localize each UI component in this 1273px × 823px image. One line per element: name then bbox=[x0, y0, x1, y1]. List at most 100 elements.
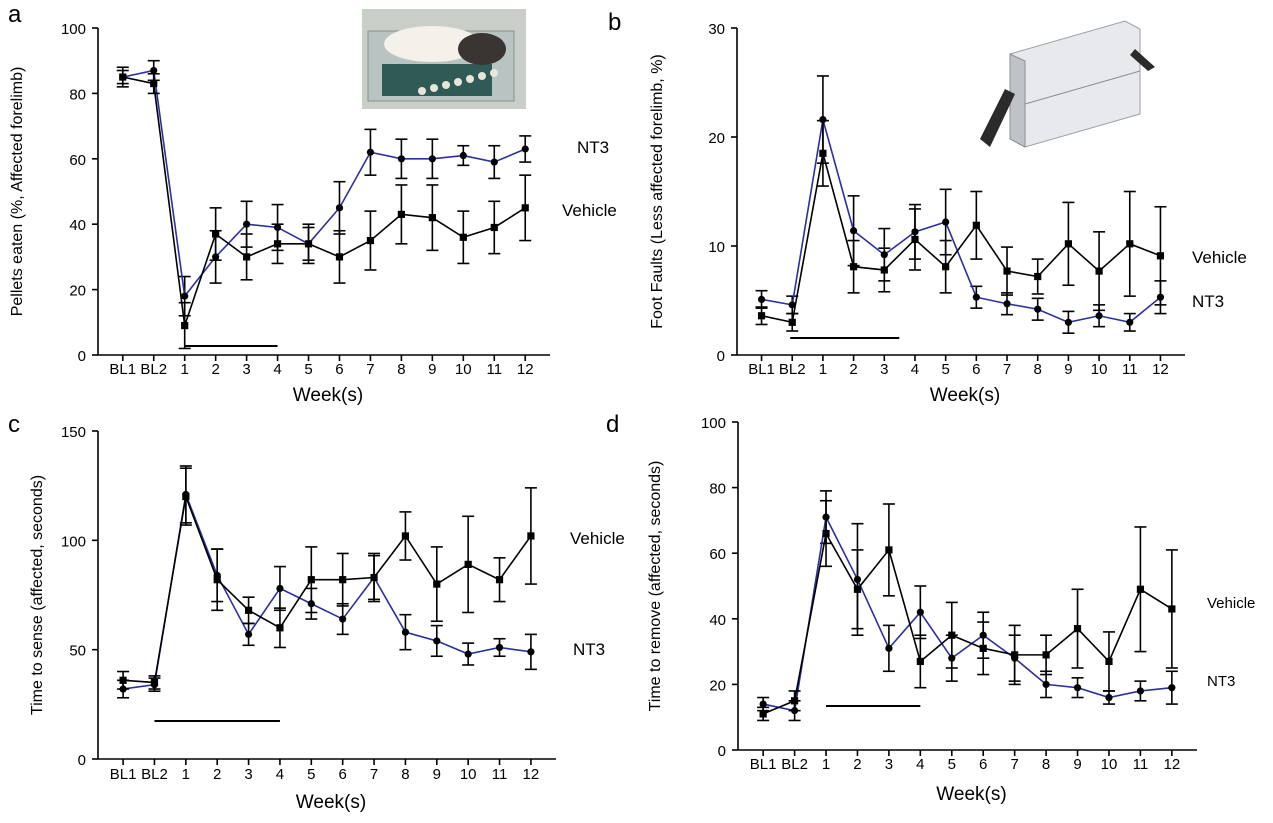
data-point bbox=[885, 644, 893, 652]
data-point bbox=[401, 628, 410, 636]
data-point bbox=[1073, 684, 1082, 692]
y-axis-label: Pellets eaten (%, Affected forelimb) bbox=[9, 67, 26, 317]
data-point bbox=[243, 253, 251, 261]
data-point bbox=[788, 318, 796, 326]
data-point bbox=[972, 221, 980, 229]
series-line bbox=[761, 119, 1161, 324]
pellet bbox=[490, 69, 498, 77]
data-point bbox=[850, 227, 858, 235]
x-tick-label: 4 bbox=[916, 756, 924, 773]
y-axis-label: Time to remove (affected, seconds) bbox=[647, 461, 664, 712]
data-point bbox=[370, 573, 378, 582]
y-tick-label: 100 bbox=[61, 533, 86, 550]
data-point bbox=[459, 233, 467, 241]
x-tick-label: 5 bbox=[307, 766, 315, 783]
y-axis-label: Foot Faults (Less affected forelimb, %) bbox=[649, 54, 666, 328]
data-point bbox=[1156, 252, 1165, 260]
data-point bbox=[181, 292, 189, 300]
y-tick-label: 0 bbox=[717, 348, 725, 365]
series-vehicle: Vehicle bbox=[757, 499, 1255, 722]
series-line bbox=[762, 531, 1173, 715]
y-tick-label: 30 bbox=[708, 21, 725, 38]
inset-apparatus-render bbox=[970, 9, 1160, 154]
data-point bbox=[1105, 657, 1113, 666]
data-point bbox=[1136, 585, 1145, 593]
x-tick-label: 2 bbox=[213, 766, 221, 783]
series-label: Vehicle bbox=[1192, 248, 1247, 267]
panel-letter: a bbox=[8, 1, 22, 28]
series-label: NT3 bbox=[1192, 292, 1224, 311]
data-point bbox=[1126, 318, 1134, 326]
y-tick-label: 60 bbox=[709, 546, 726, 563]
data-point bbox=[495, 576, 504, 584]
pellet bbox=[466, 75, 474, 83]
series-nt3: NT3 bbox=[755, 75, 1224, 335]
data-point bbox=[307, 576, 315, 584]
x-tick-label: 5 bbox=[941, 361, 949, 378]
x-tick-label: 11 bbox=[492, 766, 508, 783]
data-point bbox=[521, 145, 529, 153]
x-tick-label: 4 bbox=[911, 361, 919, 378]
data-point bbox=[335, 204, 344, 212]
data-point bbox=[942, 263, 950, 271]
x-tick-label: 2 bbox=[849, 361, 857, 378]
data-point bbox=[276, 584, 284, 593]
x-tick-label: 10 bbox=[1101, 756, 1118, 773]
series-vehicle: Vehicle bbox=[117, 467, 625, 690]
data-point bbox=[822, 529, 830, 538]
x-tick-label: 11 bbox=[486, 361, 502, 378]
data-point bbox=[428, 214, 436, 222]
x-tick-label: 4 bbox=[273, 361, 281, 378]
y-tick-label: 0 bbox=[78, 348, 86, 365]
rat-body bbox=[384, 26, 480, 62]
y-tick-label: 60 bbox=[69, 152, 86, 169]
series-line bbox=[122, 76, 526, 326]
x-tick-label: 6 bbox=[972, 361, 980, 378]
x-tick-label: 7 bbox=[370, 766, 378, 783]
pellet bbox=[454, 78, 462, 86]
data-point bbox=[366, 148, 375, 156]
data-point bbox=[150, 66, 158, 75]
x-tick-label: 9 bbox=[433, 766, 441, 783]
data-point bbox=[880, 266, 888, 274]
x-tick-label: 12 bbox=[1164, 756, 1181, 773]
data-point bbox=[397, 210, 405, 218]
x-tick-label: 5 bbox=[948, 756, 956, 773]
data-point bbox=[521, 204, 529, 212]
data-point bbox=[182, 493, 190, 501]
data-point bbox=[788, 301, 796, 309]
data-point bbox=[759, 700, 767, 708]
x-tick-label: 2 bbox=[211, 361, 219, 378]
data-point bbox=[1073, 625, 1082, 633]
data-point bbox=[819, 149, 827, 157]
data-point bbox=[119, 73, 127, 81]
data-point bbox=[948, 631, 956, 639]
axes bbox=[732, 421, 1197, 756]
data-point bbox=[366, 236, 375, 245]
data-point bbox=[243, 220, 251, 228]
x-tick-label: 7 bbox=[1010, 756, 1018, 773]
data-point bbox=[1064, 318, 1072, 326]
ramp-left bbox=[980, 89, 1015, 147]
data-point bbox=[339, 615, 347, 623]
data-point bbox=[213, 576, 221, 584]
data-point bbox=[273, 240, 282, 248]
data-point bbox=[276, 624, 284, 632]
data-point bbox=[1034, 272, 1042, 281]
panel-letter: d bbox=[606, 411, 619, 438]
data-point bbox=[942, 218, 950, 226]
panel-letter: b bbox=[608, 9, 621, 36]
x-tick-label: 8 bbox=[401, 766, 409, 783]
data-point bbox=[339, 576, 347, 584]
data-point bbox=[979, 644, 987, 652]
data-point bbox=[1095, 267, 1103, 275]
x-tick-label: 7 bbox=[1003, 361, 1011, 378]
box-floor bbox=[382, 64, 492, 96]
data-point bbox=[119, 676, 127, 684]
data-point bbox=[464, 560, 472, 568]
data-point bbox=[1168, 684, 1176, 692]
runway-rail bbox=[1024, 70, 1141, 105]
